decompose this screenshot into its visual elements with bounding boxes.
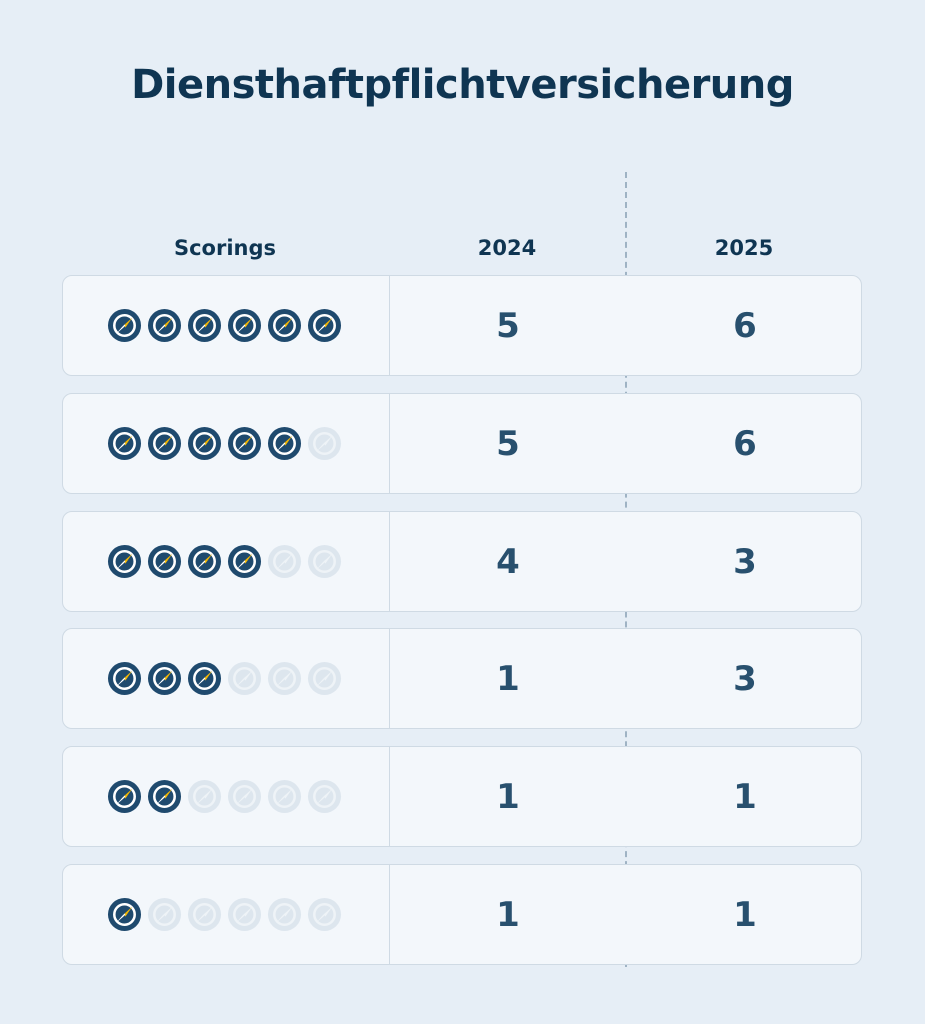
score-rating (107, 276, 342, 375)
compass-icon-empty (307, 544, 342, 579)
compass-icon-filled (147, 779, 182, 814)
compass-icon-filled (107, 897, 142, 932)
page-title: Diensthaftpflichtversicherung (131, 62, 794, 108)
compass-icon-filled (267, 426, 302, 461)
compass-icon-empty (147, 897, 182, 932)
compass-icon-empty (227, 779, 262, 814)
compass-icon-filled (187, 544, 222, 579)
compass-icon-filled (147, 544, 182, 579)
value-2025: 6 (733, 423, 757, 464)
value-2024: 4 (496, 541, 520, 582)
value-2025: 6 (733, 305, 757, 346)
compass-icon-empty (267, 897, 302, 932)
value-2024: 1 (496, 658, 520, 699)
compass-icon-empty (267, 661, 302, 696)
compass-icon-empty (227, 897, 262, 932)
compass-icon-empty (267, 779, 302, 814)
score-rating (107, 865, 342, 964)
row-separator (389, 629, 390, 728)
compass-icon-filled (227, 544, 262, 579)
value-2024: 1 (496, 894, 520, 935)
compass-icon-filled (107, 426, 142, 461)
compass-icon-filled (187, 426, 222, 461)
compass-icon-empty (227, 661, 262, 696)
header-scorings: Scorings (173, 236, 277, 260)
compass-icon-filled (307, 308, 342, 343)
value-2024: 1 (496, 776, 520, 817)
value-2025: 3 (733, 541, 757, 582)
score-rating (107, 747, 342, 846)
compass-icon-filled (107, 544, 142, 579)
compass-icon-filled (107, 661, 142, 696)
score-rating (107, 512, 342, 611)
value-2025: 3 (733, 658, 757, 699)
compass-icon-filled (147, 308, 182, 343)
compass-icon-empty (307, 426, 342, 461)
row-separator (389, 865, 390, 964)
compass-icon-empty (307, 661, 342, 696)
compass-icon-filled (227, 426, 262, 461)
compass-icon-empty (307, 897, 342, 932)
score-rating (107, 394, 342, 493)
compass-icon-filled (147, 426, 182, 461)
compass-icon-filled (267, 308, 302, 343)
compass-icon-empty (187, 779, 222, 814)
compass-icon-filled (147, 661, 182, 696)
compass-icon-filled (227, 308, 262, 343)
row-separator (389, 394, 390, 493)
value-2025: 1 (733, 894, 757, 935)
compass-icon-empty (267, 544, 302, 579)
compass-icon-empty (187, 897, 222, 932)
compass-icon-filled (187, 661, 222, 696)
row-separator (389, 512, 390, 611)
header-2025: 2025 (714, 236, 774, 260)
value-2024: 5 (496, 305, 520, 346)
compass-icon-filled (107, 308, 142, 343)
compass-icon-filled (107, 779, 142, 814)
row-separator (389, 747, 390, 846)
value-2025: 1 (733, 776, 757, 817)
header-2024: 2024 (477, 236, 537, 260)
row-separator (389, 276, 390, 375)
compass-icon-empty (307, 779, 342, 814)
compass-icon-filled (187, 308, 222, 343)
score-rating (107, 629, 342, 728)
value-2024: 5 (496, 423, 520, 464)
